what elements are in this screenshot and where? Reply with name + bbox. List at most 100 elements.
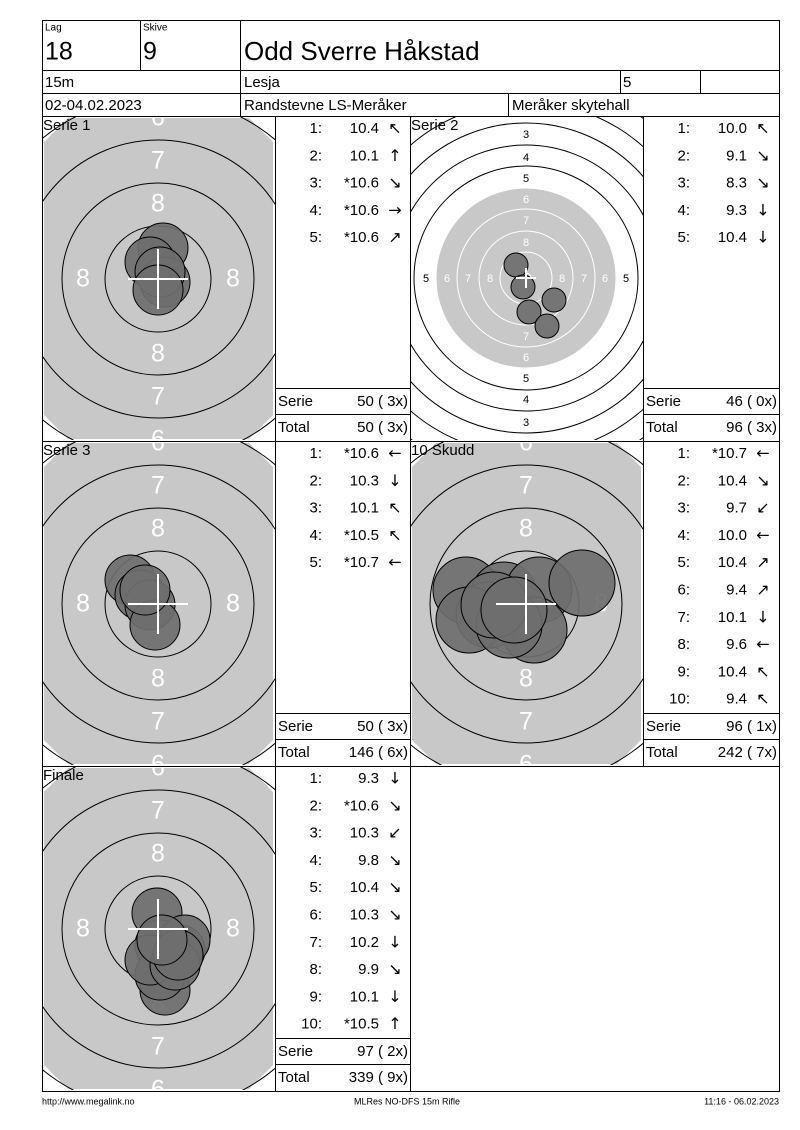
shot-direction: ↘ [388, 905, 401, 924]
shot-direction: ↓ [756, 228, 769, 247]
shot-direction: ↗ [388, 228, 401, 247]
target: 3 4 5 6 7 8 7 6 5 4 3 5 6 7 8 8 7 6 5 [411, 117, 643, 440]
shot-direction: ↓ [388, 987, 401, 1006]
shot-number: 5: [309, 879, 322, 896]
shot-direction: ↘ [388, 878, 401, 897]
shot-value: 10.4 [718, 663, 747, 680]
shot-value: 10.0 [718, 527, 747, 544]
shot-hole [516, 299, 542, 325]
shot-number: 6: [677, 581, 690, 598]
shot-number: 10: [301, 1016, 322, 1033]
shot-hole [510, 274, 536, 300]
shot-value: 10.4 [718, 472, 747, 489]
shot-number: 8: [309, 961, 322, 978]
skive: 9 [143, 38, 157, 66]
shot-value: 10.0 [718, 120, 747, 137]
target-ring [435, 187, 617, 369]
panel-title: Serie 1 [43, 117, 91, 134]
shot-direction: ↘ [388, 850, 401, 869]
total-score: 50 ( 3x) [357, 419, 408, 436]
total-label: Total [278, 1069, 310, 1086]
shot-number: 2: [309, 472, 322, 489]
shot-number: 4: [677, 527, 690, 544]
shot-number: 3: [309, 500, 322, 517]
shot-direction: ↘ [388, 173, 401, 192]
shot-direction: ← [756, 444, 769, 463]
target-ring [411, 122, 643, 434]
shot-direction: ↘ [756, 173, 769, 192]
ring-label: 8 [151, 840, 165, 868]
shot-value: *10.6 [344, 175, 379, 192]
ring-label: 6 [151, 429, 165, 457]
serie-score: 97 ( 2x) [357, 1043, 408, 1060]
footer-timestamp: 11:16 - 06.02.2023 [704, 1096, 779, 1106]
shot-direction: ↖ [756, 689, 769, 708]
shooter-name: Odd Sverre Håkstad [244, 36, 480, 66]
ring-label: 7 [151, 147, 165, 175]
total-score: 339 ( 9x) [349, 1069, 408, 1086]
shot-value: 9.4 [726, 691, 747, 708]
serie-score: 96 ( 1x) [726, 718, 777, 735]
total-score: 146 ( 6x) [349, 744, 408, 761]
panel-title: Serie 3 [43, 442, 91, 459]
shot-value: 9.3 [726, 202, 747, 219]
shot-value: 10.3 [350, 472, 379, 489]
target-ring [104, 550, 212, 658]
ring-label: 4 [523, 152, 529, 164]
ring-label: 7 [523, 331, 529, 343]
shot-direction: ← [756, 635, 769, 654]
shot-hole [136, 914, 188, 966]
ring-label: 6 [523, 194, 529, 206]
ring-label: 8 [523, 237, 529, 249]
total-label: Total [646, 744, 678, 761]
ring-label: 7 [151, 383, 165, 411]
panel-title: Serie 2 [411, 117, 459, 134]
shot-number: 1: [677, 445, 690, 462]
shot-value: 10.4 [350, 879, 379, 896]
ring-label: 7 [519, 472, 533, 500]
target-ring [413, 165, 639, 391]
ring-label: 8 [76, 265, 90, 293]
total-score: 242 ( 7x) [718, 744, 777, 761]
ring-label: 8 [151, 665, 165, 693]
skive-label: Skive [143, 23, 168, 34]
panel: 6788887610 Skudd1:*10.7←2:10.4↘3:9.7↙4:1… [410, 441, 780, 779]
panel-title: Finale [43, 767, 84, 784]
shot-number: 4: [309, 852, 322, 869]
shot-number: 3: [677, 500, 690, 517]
shot-direction: ↖ [388, 498, 401, 517]
shot-number: 4: [309, 202, 322, 219]
ring-label: 8 [519, 515, 533, 543]
ring-label: 8 [226, 590, 240, 618]
shot-value: *10.6 [344, 229, 379, 246]
shot-direction: ↗ [756, 553, 769, 572]
shot-hole [541, 287, 567, 313]
ring-label: 8 [151, 340, 165, 368]
serie-score: 50 ( 3x) [357, 718, 408, 735]
shot-number: 9: [309, 988, 322, 1005]
shot-number: 2: [677, 147, 690, 164]
target-ring [456, 208, 596, 348]
shot-value: 9.4 [726, 581, 747, 598]
ring-label: 6 [519, 751, 533, 779]
venue: Meråker skytehall [512, 97, 630, 114]
shot-direction: ← [388, 444, 401, 463]
shot-value: 9.1 [726, 147, 747, 164]
shot-number: 9: [677, 663, 690, 680]
lag: 18 [45, 38, 73, 66]
lag-label: Lag [45, 23, 62, 34]
shot-value: *10.6 [344, 797, 379, 814]
shot-number: 1: [309, 445, 322, 462]
shot-value: 10.1 [350, 988, 379, 1005]
target-ring [411, 144, 643, 412]
ring-label: 8 [487, 273, 493, 285]
shot-number: 3: [309, 175, 322, 192]
ring-label: 7 [519, 708, 533, 736]
shot-direction: ↖ [756, 119, 769, 138]
panel: 6 7 8 8 8 8 7 6 Serie 3 1: *10.6 ← 2: 10.3 ↓ 3: 10.1 ↖ 4: *… [42, 429, 411, 767]
shot-value: *10.7 [712, 445, 747, 462]
shot-direction: ← [756, 525, 769, 544]
